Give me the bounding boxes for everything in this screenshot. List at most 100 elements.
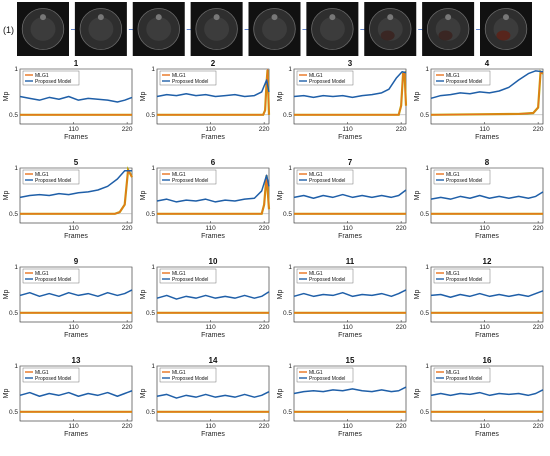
chart-title: 15: [346, 356, 355, 365]
y-tick-label: 1: [14, 264, 18, 271]
legend-label: MLG1: [446, 172, 460, 178]
arrow-icon: →: [186, 25, 193, 34]
x-axis-label: Frames: [475, 233, 499, 240]
legend-label: MLG1: [446, 370, 460, 376]
x-axis-label: Frames: [338, 233, 362, 240]
chart-title: 3: [348, 59, 353, 68]
legend-label: MLG1: [309, 73, 323, 79]
x-axis-label: Frames: [475, 431, 499, 438]
x-tick-label: 110: [342, 225, 353, 232]
legend-label: Proposed Model: [309, 178, 345, 184]
x-tick-label: 220: [396, 225, 407, 232]
frame-thumbnail: [132, 2, 185, 56]
chart-title: 14: [209, 356, 218, 365]
y-tick-label: 1: [151, 165, 155, 172]
y-axis-label: Mp: [414, 92, 421, 102]
chart-title: 1: [74, 59, 79, 68]
y-tick-label: 0.5: [146, 310, 155, 317]
arrow-icon: →: [302, 25, 309, 34]
x-axis-label: Frames: [64, 233, 88, 240]
legend-label: MLG1: [35, 271, 49, 277]
x-tick-label: 220: [259, 423, 270, 430]
series-line-proposed: [19, 95, 133, 103]
legend-label: Proposed Model: [446, 376, 482, 382]
x-axis-label: Frames: [201, 431, 225, 438]
y-tick-label: 1: [288, 264, 292, 271]
x-tick-label: 220: [259, 126, 270, 133]
y-tick-label: 0.5: [420, 310, 429, 317]
y-axis-label: Mp: [3, 389, 10, 399]
series-line-proposed: [156, 291, 270, 300]
series-line-proposed: [430, 191, 544, 200]
x-tick-label: 220: [396, 126, 407, 133]
y-tick-label: 1: [288, 66, 292, 73]
y-tick-label: 0.5: [146, 409, 155, 416]
row-label: (1): [3, 25, 14, 35]
frame-thumbnail: [74, 2, 127, 56]
x-tick-label: 220: [533, 126, 544, 133]
y-tick-label: 1: [14, 165, 18, 172]
frame-thumbnail: [480, 2, 532, 56]
x-axis-label: Frames: [338, 332, 362, 339]
y-tick-label: 1: [151, 264, 155, 271]
x-tick-label: 110: [479, 423, 490, 430]
x-tick-label: 110: [68, 423, 79, 430]
chart-title: 6: [211, 158, 216, 167]
y-axis-label: Mp: [3, 92, 10, 102]
arrow-icon: →: [476, 25, 483, 34]
legend-label: Proposed Model: [172, 277, 208, 283]
y-tick-label: 1: [425, 264, 429, 271]
x-tick-label: 110: [479, 126, 490, 133]
arrow-icon: →: [128, 25, 135, 34]
legend-label: MLG1: [309, 172, 323, 178]
x-tick-label: 110: [205, 225, 216, 232]
series-line-proposed: [293, 71, 407, 99]
legend-label: MLG1: [35, 370, 49, 376]
y-tick-label: 0.5: [283, 409, 292, 416]
legend-label: Proposed Model: [309, 79, 345, 85]
legend-label: MLG1: [172, 370, 186, 376]
series-line-proposed: [293, 386, 407, 395]
x-axis-label: Frames: [338, 431, 362, 438]
x-axis-label: Frames: [338, 134, 362, 141]
chart-title: 16: [483, 356, 492, 365]
series-line-proposed: [156, 174, 270, 203]
x-axis-label: Frames: [475, 332, 499, 339]
y-tick-label: 0.5: [9, 112, 18, 119]
x-tick-label: 220: [259, 225, 270, 232]
chart-title: 13: [72, 356, 81, 365]
x-tick-label: 220: [122, 225, 133, 232]
legend-label: Proposed Model: [309, 376, 345, 382]
x-tick-label: 220: [396, 324, 407, 331]
series-line-proposed: [156, 390, 270, 399]
x-tick-label: 110: [205, 324, 216, 331]
series-line-mlg1: [294, 72, 407, 116]
y-tick-label: 0.5: [9, 310, 18, 317]
chart-title: 12: [483, 257, 492, 266]
x-tick-label: 220: [259, 324, 270, 331]
legend-label: MLG1: [309, 370, 323, 376]
y-axis-label: Mp: [3, 290, 10, 300]
x-tick-label: 110: [205, 423, 216, 430]
y-axis-label: Mp: [140, 92, 147, 102]
y-axis-label: Mp: [414, 290, 421, 300]
legend-label: MLG1: [446, 271, 460, 277]
y-tick-label: 0.5: [146, 112, 155, 119]
y-tick-label: 1: [288, 363, 292, 370]
x-tick-label: 220: [533, 225, 544, 232]
y-axis-label: Mp: [140, 389, 147, 399]
